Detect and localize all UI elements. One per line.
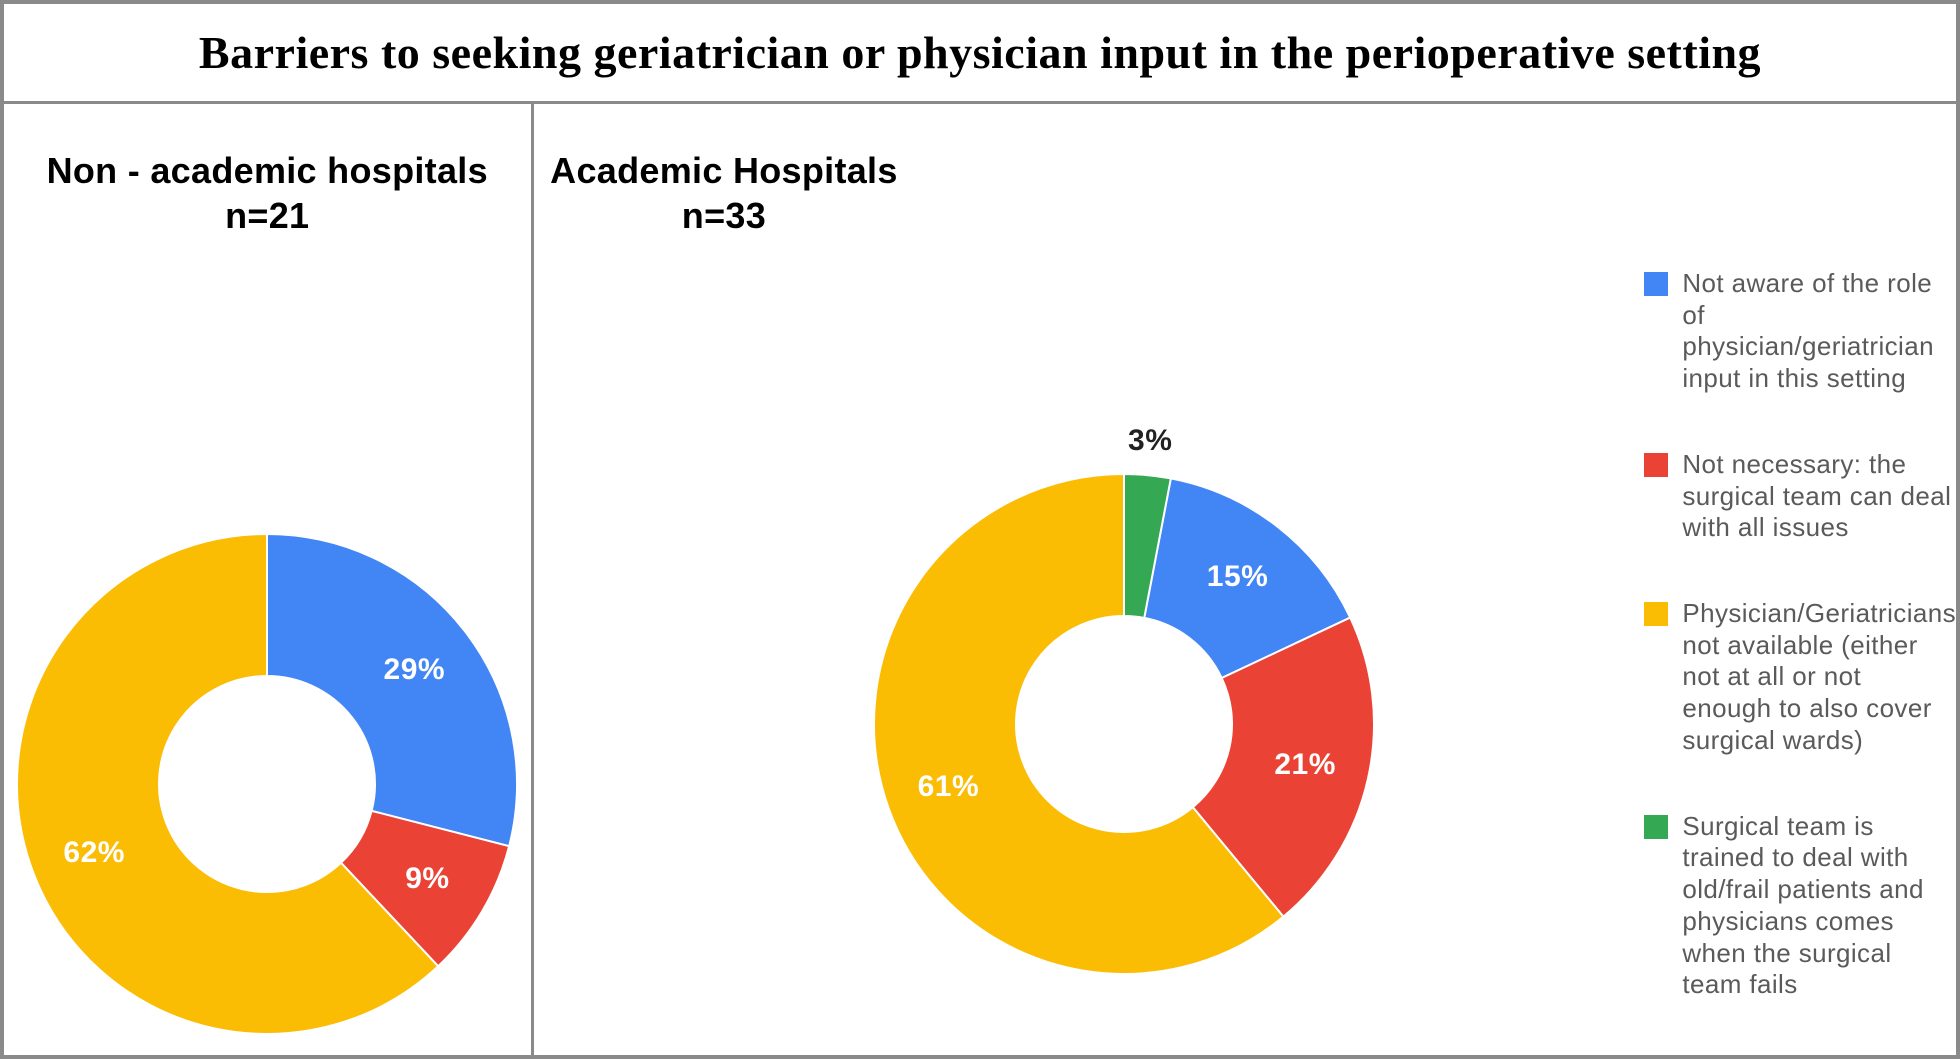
- donut-chart-academic: 15%21%61%3%: [864, 464, 1384, 984]
- slice-label-not_aware: 15%: [1207, 560, 1269, 594]
- subtitle-line1: Non - academic hospitals: [4, 148, 531, 193]
- panel-non-academic: Non - academic hospitals n=21 29% 9% 62%: [4, 104, 534, 1055]
- legend-item: Not aware of the role of physician/geria…: [1644, 268, 1956, 395]
- donut-slice-not_aware: [267, 534, 517, 846]
- legend-text: Not necessary: the surgical team can dea…: [1682, 449, 1956, 544]
- legend-swatch: [1644, 272, 1668, 296]
- slice-label-not_available: 62%: [63, 836, 125, 870]
- subtitle-line1: Academic Hospitals: [534, 148, 915, 193]
- subtitle-line2: n=21: [4, 193, 531, 238]
- legend-swatch: [1644, 453, 1668, 477]
- legend-item: Surgical team is trained to deal with ol…: [1644, 811, 1956, 1001]
- slice-label-not_necessary: 9%: [405, 862, 449, 896]
- body-row: Non - academic hospitals n=21 29% 9% 62% A…: [4, 104, 1956, 1055]
- subtitle-academic: Academic Hospitals n=33: [534, 148, 975, 238]
- panel-academic: Academic Hospitals n=33 15% 21% 61% 3% Not …: [534, 104, 1957, 1055]
- legend-swatch: [1644, 815, 1668, 839]
- title-cell: Barriers to seeking geriatrician or phys…: [4, 4, 1956, 104]
- legend-text: Not aware of the role of physician/geria…: [1682, 268, 1956, 395]
- slice-label-not_aware: 29%: [384, 653, 446, 687]
- subtitle-line2: n=33: [534, 193, 915, 238]
- legend-item: Physician/Geriatricians not available (e…: [1644, 598, 1956, 757]
- legend-swatch: [1644, 602, 1668, 626]
- figure-title: Barriers to seeking geriatrician or phys…: [14, 26, 1946, 79]
- legend-text: Physician/Geriatricians not available (e…: [1682, 598, 1956, 757]
- donut-chart-non-academic: 29% 9% 62%: [7, 524, 527, 1044]
- figure-container: Barriers to seeking geriatrician or phys…: [0, 0, 1960, 1059]
- legend: Not aware of the role of physician/geria…: [1644, 268, 1956, 1055]
- subtitle-non-academic: Non - academic hospitals n=21: [4, 148, 531, 238]
- slice-label-not_available: 61%: [918, 770, 980, 804]
- slice-label-not_necessary: 21%: [1274, 748, 1336, 782]
- slice-label-trained: 3%: [1128, 424, 1172, 458]
- legend-item: Not necessary: the surgical team can dea…: [1644, 449, 1956, 544]
- legend-text: Surgical team is trained to deal with ol…: [1682, 811, 1956, 1001]
